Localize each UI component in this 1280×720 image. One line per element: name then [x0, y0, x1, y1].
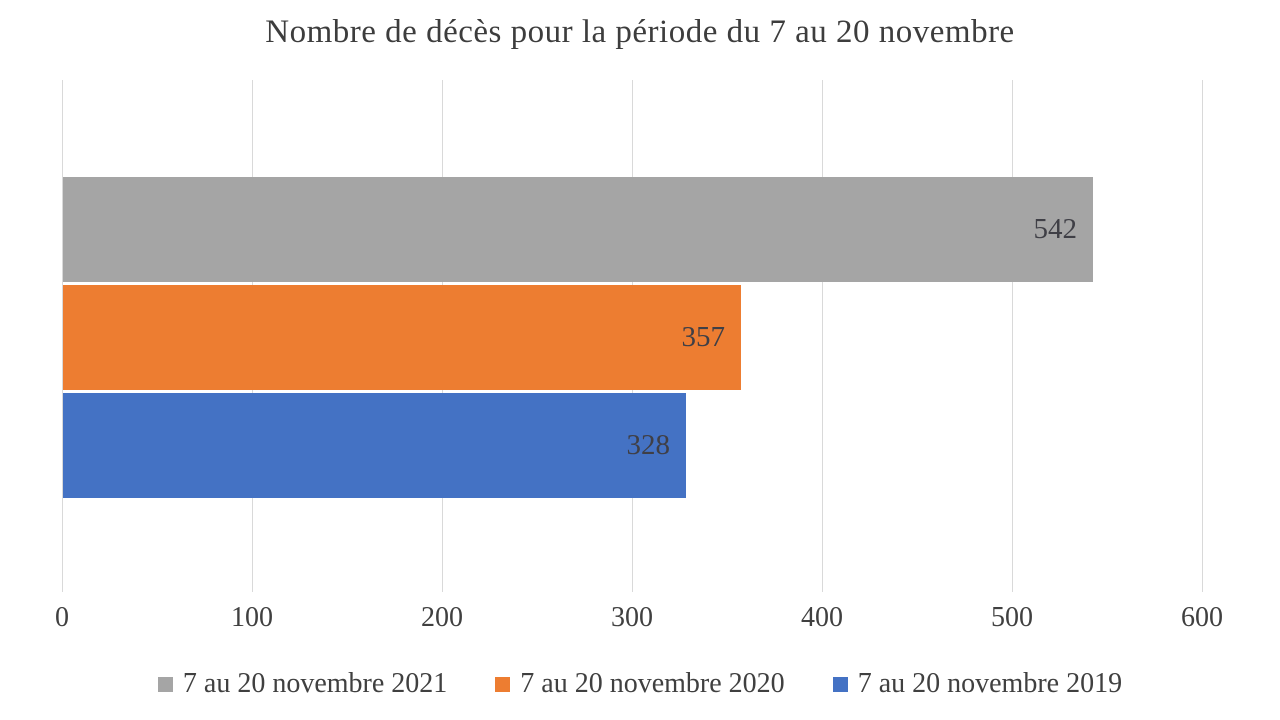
legend-swatch-icon — [495, 676, 511, 692]
bar-value-label: 542 — [1033, 213, 1078, 245]
x-axis-tick-label: 400 — [801, 602, 843, 633]
x-axis: 0 100 200 300 400 500 600 — [55, 602, 1223, 644]
x-axis-tick-label: 200 — [421, 602, 463, 633]
x-axis-tick-label: 300 — [611, 602, 653, 633]
gridline — [1202, 80, 1203, 592]
gridline — [62, 80, 63, 592]
gridline — [1012, 80, 1013, 592]
x-axis-tick-label: 100 — [231, 602, 273, 633]
bar-value-label: 357 — [681, 321, 726, 353]
bar-7-au-20-novembre-2021: 542 — [63, 177, 1093, 282]
legend-item: 7 au 20 novembre 2021 — [157, 668, 448, 700]
legend-label: 7 au 20 novembre 2020 — [520, 668, 785, 699]
legend: 7 au 20 novembre 2021 7 au 20 novembre 20… — [0, 662, 1280, 706]
legend-swatch-icon — [157, 676, 173, 692]
bar-7-au-20-novembre-2020: 357 — [63, 285, 741, 390]
chart-title: Nombre de décès pour la période du 7 au … — [265, 14, 1015, 50]
bar-7-au-20-novembre-2019: 328 — [63, 393, 686, 498]
bar-value-label: 328 — [626, 429, 671, 461]
x-axis-tick-label: 500 — [991, 602, 1033, 633]
legend-swatch-icon — [832, 676, 848, 692]
legend-label: 7 au 20 novembre 2019 — [857, 668, 1123, 699]
gridline — [822, 80, 823, 592]
x-axis-tick-label: 600 — [1181, 602, 1223, 633]
x-axis-tick-label: 0 — [55, 602, 69, 633]
plot-area: 542 357 328 — [62, 80, 1203, 592]
legend-label: 7 au 20 novembre 2021 — [182, 668, 448, 699]
legend-item: 7 au 20 novembre 2020 — [495, 668, 785, 700]
legend-item: 7 au 20 novembre 2019 — [832, 668, 1123, 700]
